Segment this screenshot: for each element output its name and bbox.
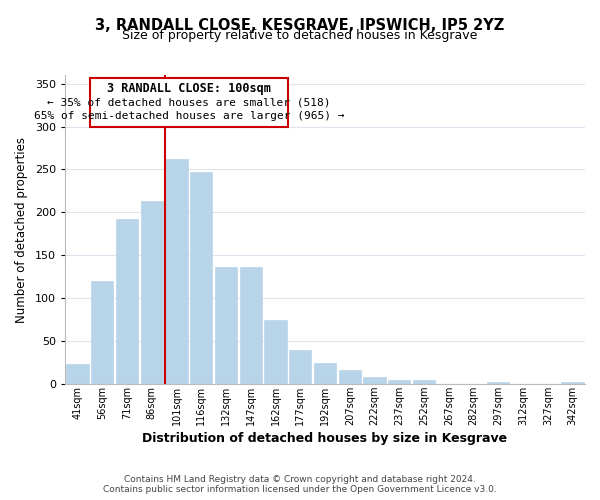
- Text: Size of property relative to detached houses in Kesgrave: Size of property relative to detached ho…: [122, 29, 478, 42]
- Bar: [364, 378, 386, 384]
- Bar: [91, 281, 113, 384]
- Bar: [289, 350, 311, 384]
- Bar: [239, 268, 262, 384]
- Bar: [562, 382, 584, 384]
- Bar: [388, 380, 410, 384]
- Text: Contains public sector information licensed under the Open Government Licence v3: Contains public sector information licen…: [103, 484, 497, 494]
- Bar: [116, 220, 138, 384]
- FancyBboxPatch shape: [90, 78, 288, 126]
- Text: Contains HM Land Registry data © Crown copyright and database right 2024.: Contains HM Land Registry data © Crown c…: [124, 474, 476, 484]
- Bar: [487, 382, 509, 384]
- Bar: [140, 201, 163, 384]
- Bar: [413, 380, 435, 384]
- Text: ← 35% of detached houses are smaller (518): ← 35% of detached houses are smaller (51…: [47, 97, 331, 107]
- Bar: [190, 172, 212, 384]
- Text: 3, RANDALL CLOSE, KESGRAVE, IPSWICH, IP5 2YZ: 3, RANDALL CLOSE, KESGRAVE, IPSWICH, IP5…: [95, 18, 505, 32]
- Text: 65% of semi-detached houses are larger (965) →: 65% of semi-detached houses are larger (…: [34, 111, 344, 121]
- Bar: [265, 320, 287, 384]
- Bar: [215, 266, 237, 384]
- Text: 3 RANDALL CLOSE: 100sqm: 3 RANDALL CLOSE: 100sqm: [107, 82, 271, 95]
- Y-axis label: Number of detached properties: Number of detached properties: [15, 136, 28, 322]
- X-axis label: Distribution of detached houses by size in Kesgrave: Distribution of detached houses by size …: [142, 432, 508, 445]
- Bar: [166, 159, 188, 384]
- Bar: [338, 370, 361, 384]
- Bar: [314, 362, 336, 384]
- Bar: [67, 364, 89, 384]
